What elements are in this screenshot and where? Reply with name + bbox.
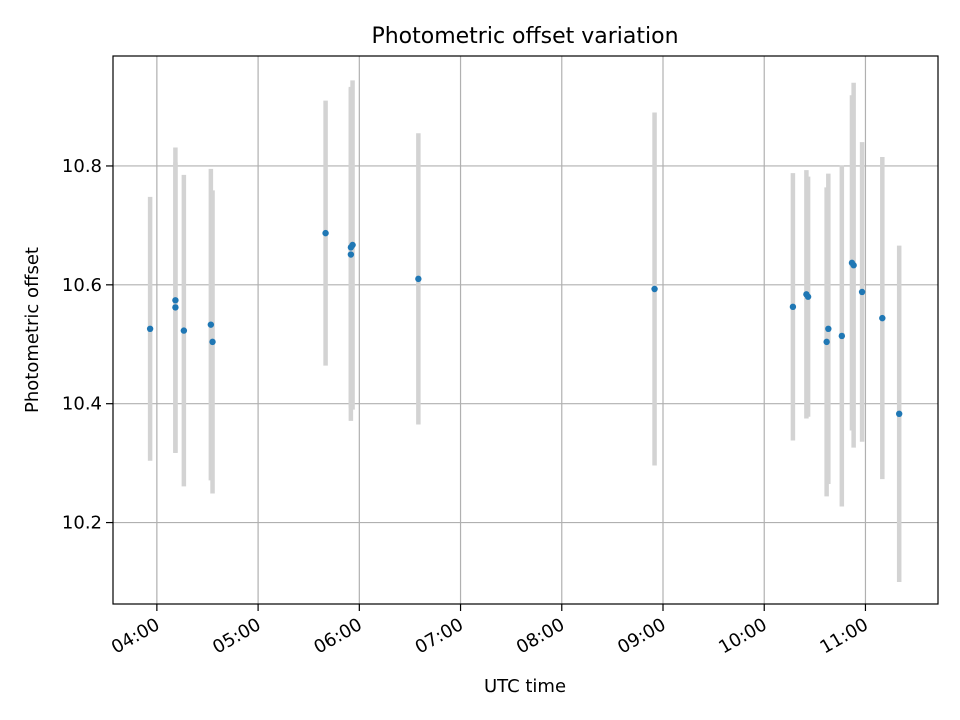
data-point: [895, 410, 903, 418]
y-axis-label: Photometric offset: [22, 247, 43, 413]
data-point: [858, 288, 866, 296]
data-point: [207, 321, 215, 328]
y-tick-label: 10.4: [62, 394, 102, 415]
data-point: [347, 251, 355, 258]
data-point: [651, 285, 658, 293]
y-tick-label: 10.2: [62, 513, 102, 534]
data-point: [804, 293, 812, 300]
data-point: [415, 275, 422, 283]
data-point: [209, 338, 216, 346]
data-point: [146, 325, 154, 333]
x-axis-label: UTC time: [484, 676, 566, 697]
data-point: [172, 297, 179, 304]
y-tick-label: 10.8: [62, 156, 102, 177]
data-point: [823, 338, 830, 346]
data-point: [322, 229, 329, 237]
data-point: [349, 241, 356, 249]
data-point: [172, 304, 179, 311]
data-point: [825, 325, 832, 333]
data-point: [789, 303, 797, 311]
grid-lines: [113, 56, 938, 604]
data-point: [850, 262, 857, 269]
data-point: [879, 314, 886, 322]
data-points: [146, 229, 903, 418]
data-point: [180, 327, 188, 334]
chart-title: Photometric offset variation: [371, 24, 678, 49]
plot-frame: [112, 55, 939, 605]
data-point: [838, 332, 846, 340]
y-tick-label: 10.6: [62, 275, 102, 296]
y-axis-ticks: 10.2 10.4 10.6 10.8: [62, 156, 113, 534]
